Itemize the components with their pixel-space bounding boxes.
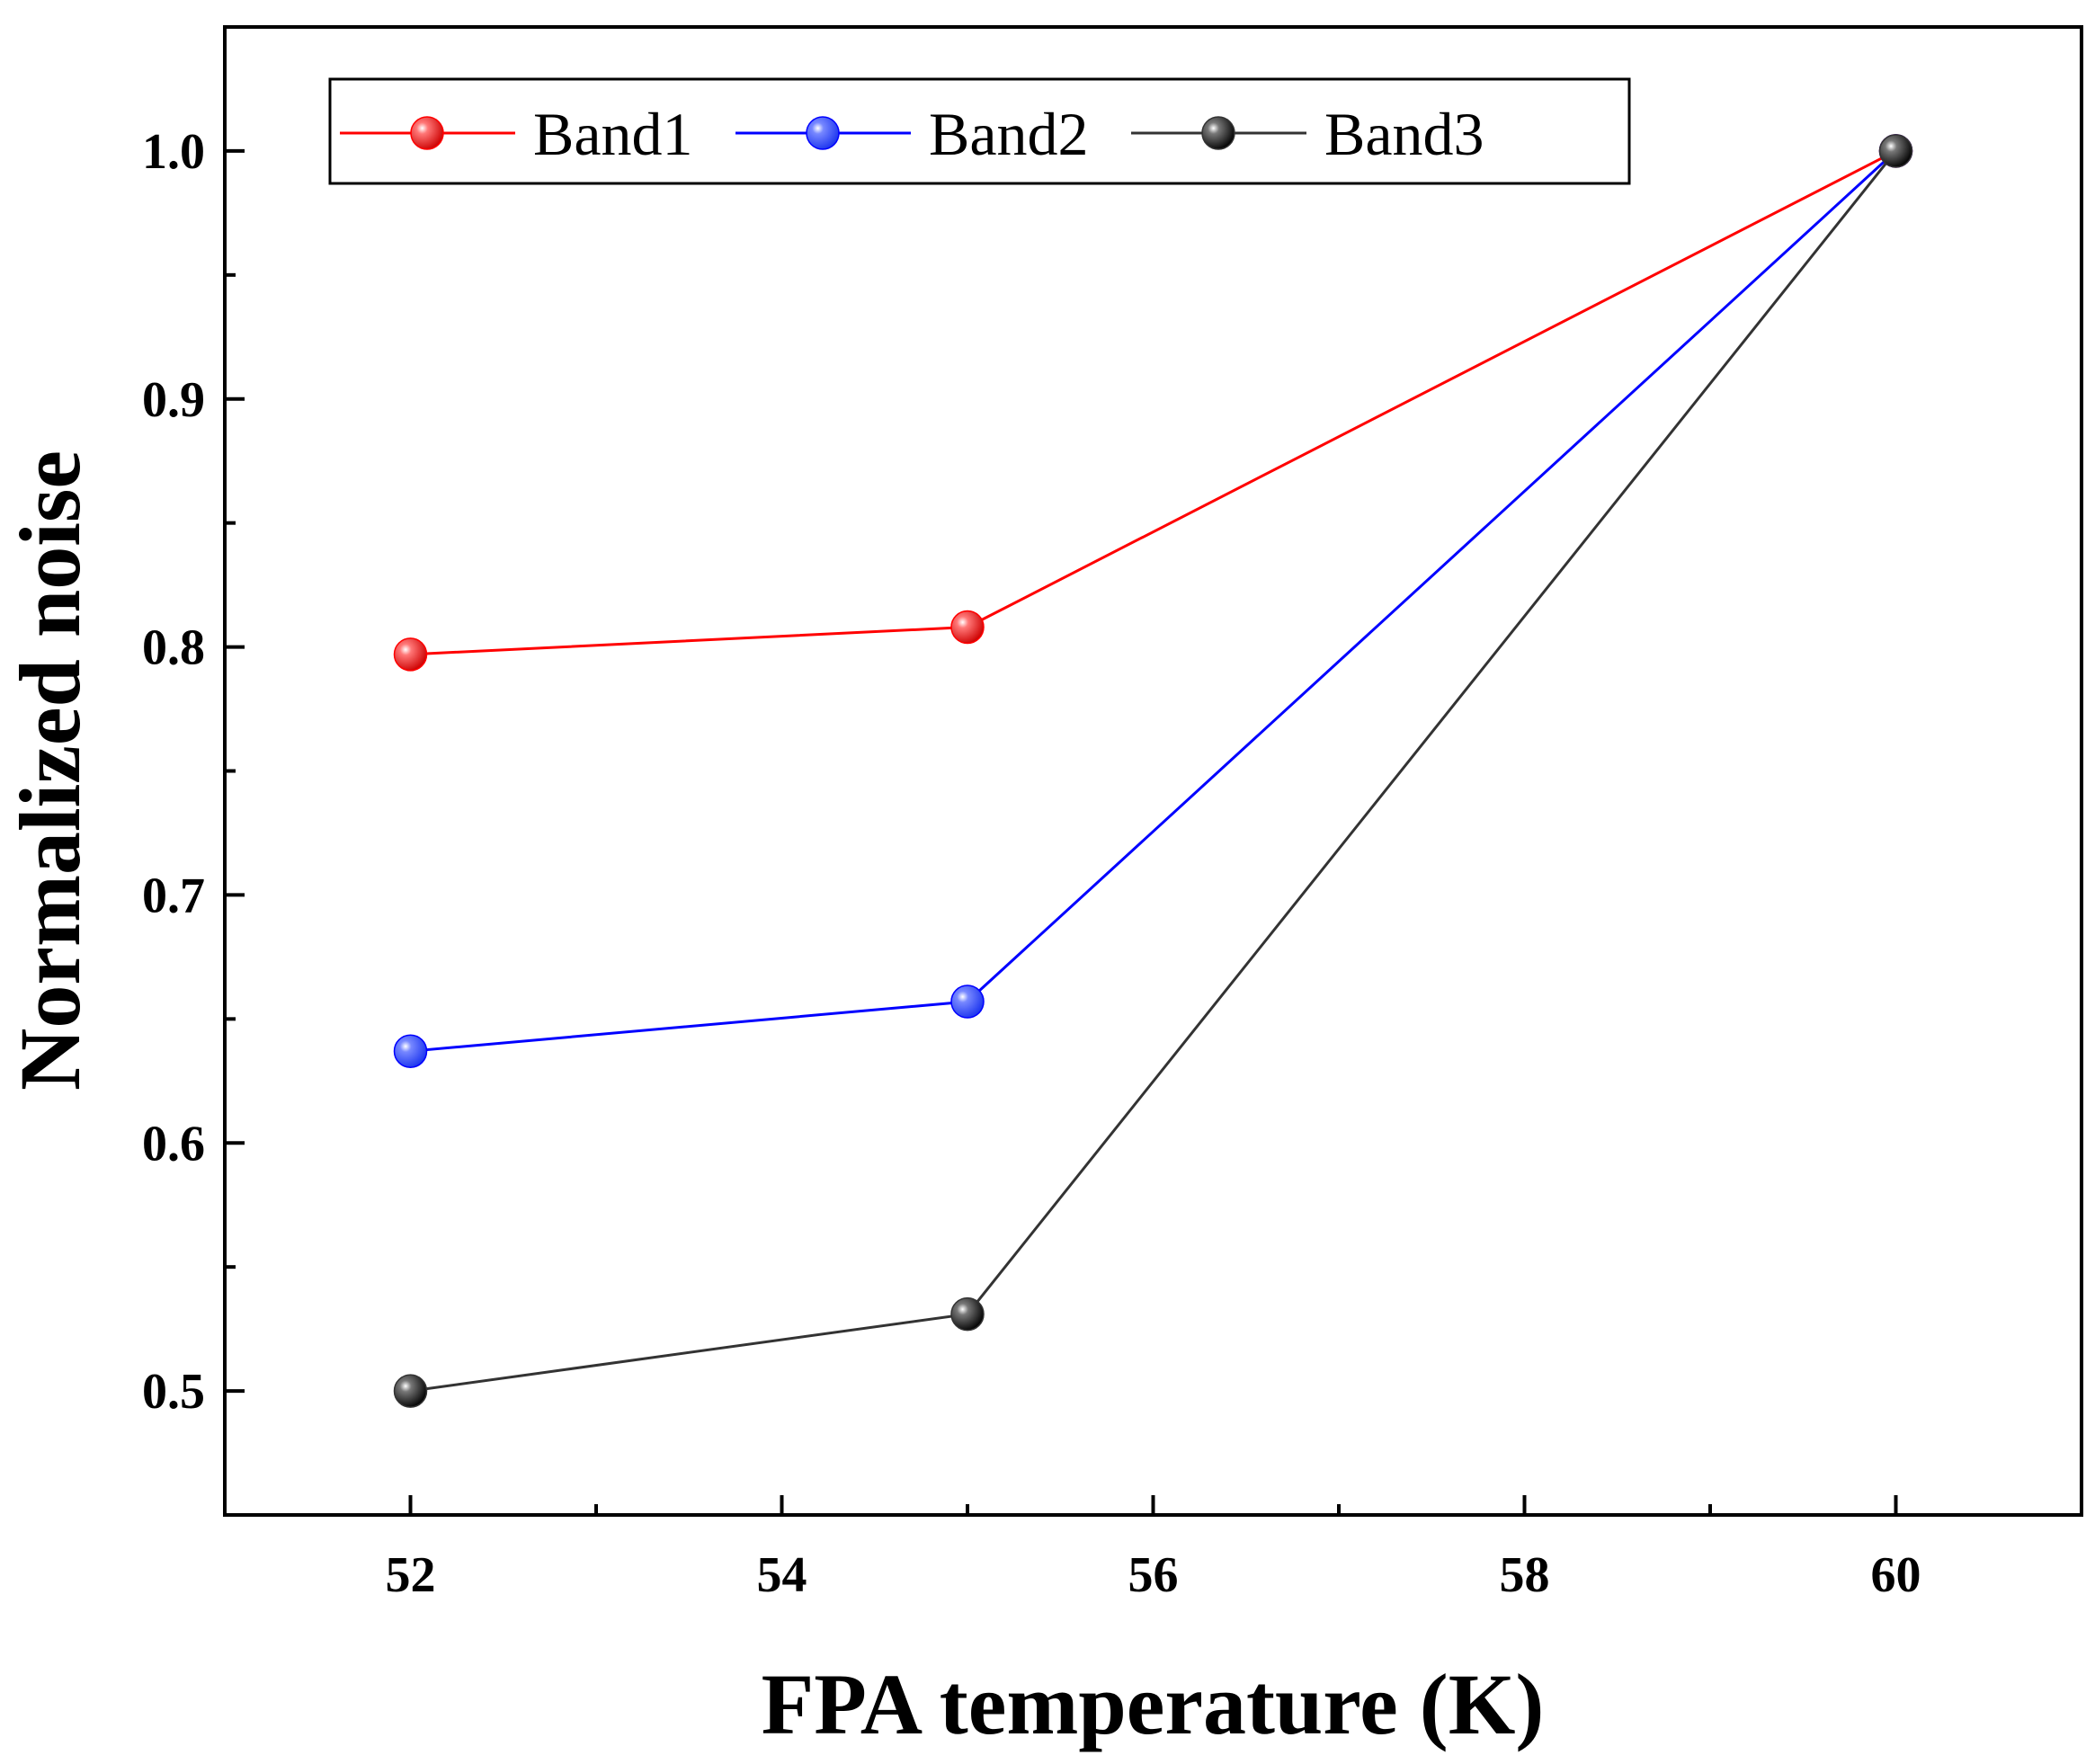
band2-point-55: [950, 984, 985, 1019]
legend-band1-marker: [410, 116, 444, 150]
y-tick-label-0.9: 0.9: [142, 372, 205, 428]
x-tick-label-58: 58: [1500, 1547, 1550, 1603]
plot-frame: [223, 25, 2083, 1517]
y-tick-label-0.5: 0.5: [142, 1364, 205, 1420]
x-tick-label-60: 60: [1871, 1547, 1921, 1603]
band1-point-55: [950, 610, 985, 645]
legend: Band1 Band2 Band3: [328, 77, 1631, 185]
series-layer: [393, 134, 1913, 1408]
x-axis-title: FPA temperature (K): [762, 1656, 1545, 1752]
band2-line: [410, 149, 1897, 1053]
x-tick-label-54: 54: [757, 1547, 807, 1603]
x-tick-label-52: 52: [386, 1547, 436, 1603]
axes-layer: 52 54 56 58 60 0.5 0.6 0.7 0.8 0.9 1.0: [142, 124, 1921, 1603]
y-tick-label-0.6: 0.6: [142, 1116, 205, 1172]
y-tick-label-0.7: 0.7: [142, 868, 205, 923]
legend-band2-marker: [806, 116, 840, 150]
band3-point-55: [950, 1296, 985, 1332]
band2-point-52: [393, 1034, 428, 1068]
legend-band2-label: Band2: [929, 100, 1089, 168]
x-tick-label-56: 56: [1128, 1547, 1179, 1603]
y-axis-title: Normalized noise: [2, 450, 98, 1091]
legend-band3-label: Band3: [1324, 100, 1484, 168]
legend-band3-marker: [1201, 116, 1235, 150]
band1-point-52: [393, 637, 428, 672]
band3-point-60: [1878, 134, 1913, 168]
y-tick-label-0.8: 0.8: [142, 620, 205, 676]
band3-line: [410, 149, 1897, 1393]
legend-box: [328, 77, 1631, 185]
band3-point-52: [393, 1374, 428, 1408]
legend-entries: Band1 Band2 Band3: [340, 100, 1484, 168]
legend-band1-label: Band1: [533, 100, 693, 168]
band1-line: [410, 149, 1897, 656]
y-tick-label-1.0: 1.0: [142, 124, 205, 180]
